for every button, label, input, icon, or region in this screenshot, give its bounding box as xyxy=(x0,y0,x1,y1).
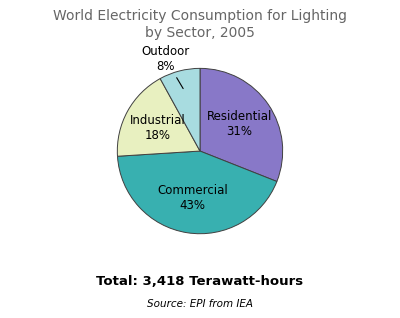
Wedge shape xyxy=(118,151,277,234)
Text: Outdoor
8%: Outdoor 8% xyxy=(141,45,189,89)
Title: World Electricity Consumption for Lighting
by Sector, 2005: World Electricity Consumption for Lighti… xyxy=(53,10,347,39)
Wedge shape xyxy=(160,68,200,151)
Text: Commercial
43%: Commercial 43% xyxy=(157,184,228,212)
Text: Industrial
18%: Industrial 18% xyxy=(130,114,186,142)
Text: Source: EPI from IEA: Source: EPI from IEA xyxy=(147,299,253,309)
Text: Total: 3,418 Terawatt-hours: Total: 3,418 Terawatt-hours xyxy=(96,275,304,288)
Wedge shape xyxy=(117,79,200,156)
Wedge shape xyxy=(200,68,283,182)
Text: Residential
31%: Residential 31% xyxy=(207,110,272,138)
